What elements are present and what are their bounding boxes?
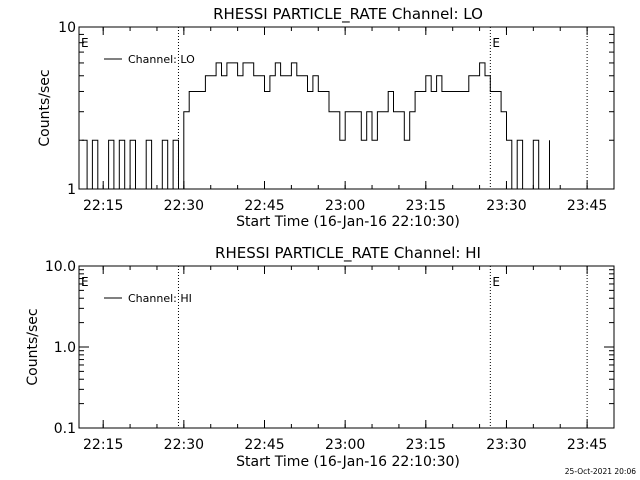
lo-event-marker-1: E (492, 36, 500, 50)
lo-x-tick-label-2: 22:45 (244, 198, 284, 214)
lo-event-marker-0: E (81, 36, 89, 50)
lo-y-tick-label-0: 1 (67, 182, 76, 198)
lo-plot-frame (78, 26, 615, 190)
hi-y-axis-label: Counts/sec (25, 308, 41, 385)
hi-y-tick-labels: 0.1 1.0 10.0 (45, 259, 76, 437)
lo-x-tick-label-6: 23:45 (567, 198, 607, 214)
lo-legend: Channel: LO (104, 53, 195, 66)
footer-timestamp: 25-Oct-2021 20:06 (565, 467, 636, 476)
hi-axis-ticks (79, 266, 615, 429)
hi-event-marker-0: E (81, 275, 89, 289)
hi-channel-panel: RHESSI PARTICLE_RATE Channel: HI 22:15 22… (25, 244, 615, 470)
lo-y-tick-labels: 1 10 (58, 20, 76, 198)
lo-x-tick-label-4: 23:15 (406, 198, 446, 214)
lo-channel-panel: RHESSI PARTICLE_RATE Channel: LO 22:15 22… (37, 5, 615, 230)
hi-x-axis-label: Start Time (16-Jan-16 22:10:30) (236, 454, 460, 470)
hi-x-tick-labels: 22:15 22:30 22:45 23:00 23:15 23:30 23:45 (83, 437, 607, 453)
hi-x-tick-label-0: 22:15 (83, 437, 123, 453)
lo-x-tick-label-0: 22:15 (83, 198, 123, 214)
lo-chart-title: RHESSI PARTICLE_RATE Channel: LO (213, 5, 483, 24)
hi-y-tick-label-1: 1.0 (54, 340, 76, 356)
hi-plot-frame (78, 265, 615, 429)
hi-event-marker-1: E (492, 275, 500, 289)
hi-x-tick-label-5: 23:30 (486, 437, 526, 453)
hi-legend: Channel: HI (104, 292, 192, 305)
lo-y-tick-label-1: 10 (58, 20, 76, 36)
lo-x-tick-label-5: 23:30 (486, 198, 526, 214)
lo-x-tick-label-3: 23:00 (325, 198, 365, 214)
lo-x-axis-label: Start Time (16-Jan-16 22:10:30) (236, 214, 460, 230)
hi-x-tick-label-4: 23:15 (406, 437, 446, 453)
hi-y-tick-label-2: 10.0 (45, 259, 76, 275)
lo-y-axis-label: Counts/sec (37, 69, 53, 146)
lo-x-tick-labels: 22:15 22:30 22:45 23:00 23:15 23:30 23:45 (83, 198, 607, 214)
hi-chart-title: RHESSI PARTICLE_RATE Channel: HI (215, 244, 481, 263)
hi-x-tick-label-2: 22:45 (244, 437, 284, 453)
hi-x-tick-label-3: 23:00 (325, 437, 365, 453)
hi-event-lines (177, 266, 588, 428)
hi-x-tick-label-6: 23:45 (567, 437, 607, 453)
hi-x-tick-label-1: 22:30 (164, 437, 204, 453)
lo-x-tick-label-1: 22:30 (164, 198, 204, 214)
lo-legend-label: Channel: LO (128, 53, 195, 66)
hi-legend-label: Channel: HI (128, 292, 192, 305)
hi-y-tick-label-0: 0.1 (54, 421, 76, 437)
